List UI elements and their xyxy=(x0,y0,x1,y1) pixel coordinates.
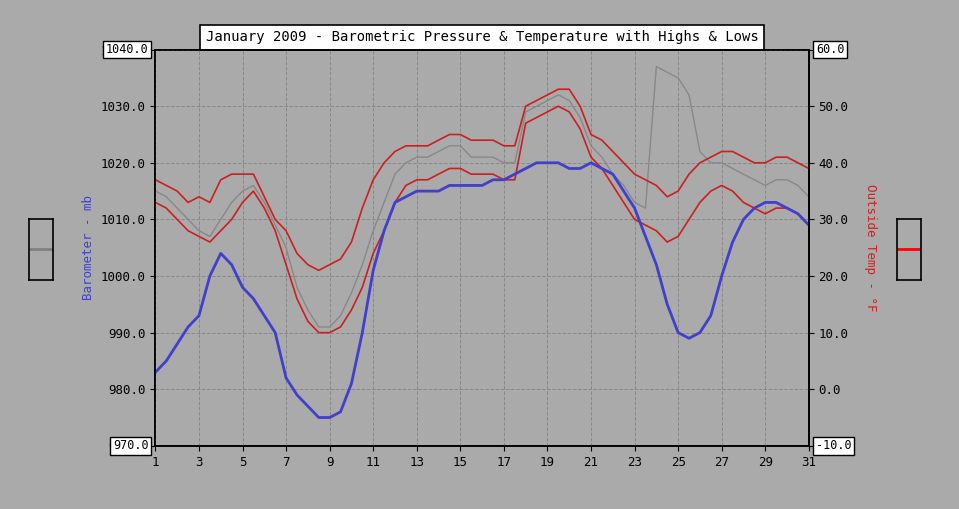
Y-axis label: Barometer - mb: Barometer - mb xyxy=(82,195,95,300)
Y-axis label: Outside Temp - °F: Outside Temp - °F xyxy=(864,184,877,312)
Text: 1040.0: 1040.0 xyxy=(105,43,149,56)
Text: -10.0: -10.0 xyxy=(816,439,852,453)
Text: 60.0: 60.0 xyxy=(816,43,844,56)
Title: January 2009 - Barometric Pressure & Temperature with Highs & Lows: January 2009 - Barometric Pressure & Tem… xyxy=(206,30,759,44)
Text: 970.0: 970.0 xyxy=(113,439,149,453)
